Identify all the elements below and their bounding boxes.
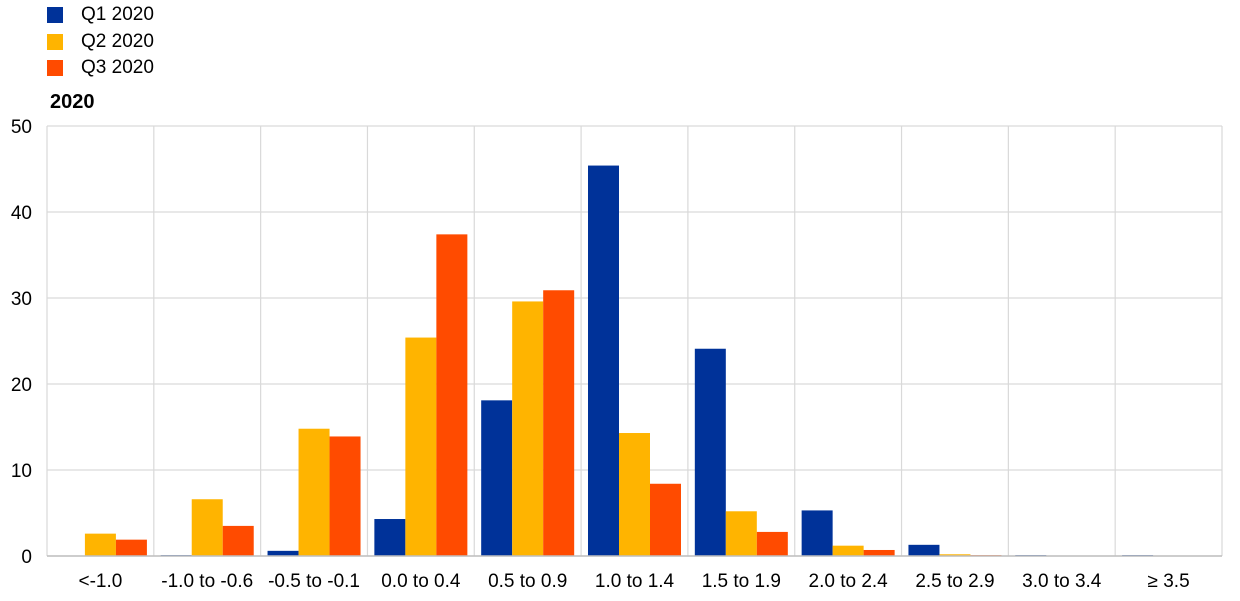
bar-2 (84, 533, 116, 556)
bar-2 (725, 511, 757, 556)
y-tick-label: 50 (11, 117, 32, 138)
bar-3 (863, 549, 895, 556)
bar-2 (191, 499, 223, 556)
x-tick-label: 2.0 to 2.4 (809, 571, 889, 592)
x-tick-label: -0.5 to -0.1 (268, 571, 360, 592)
y-tick-label: 0 (21, 547, 32, 568)
bar-3 (650, 483, 681, 556)
x-tick-label: 3.0 to 3.4 (1022, 571, 1102, 592)
bar-2 (512, 301, 544, 556)
bar-2 (405, 337, 437, 556)
legend-item-q2: Q2 2020 (47, 29, 154, 56)
bar-1 (374, 519, 406, 556)
x-tick-label: 0.5 to 0.9 (488, 571, 567, 592)
bar-1 (267, 550, 299, 556)
bar-2 (298, 428, 330, 556)
bar-3 (115, 539, 147, 556)
bar-3 (329, 436, 361, 556)
chart-title: 2020 (50, 91, 95, 113)
bar-3 (543, 290, 575, 556)
bar-1 (588, 165, 619, 556)
legend-label-q2: Q2 2020 (81, 30, 154, 52)
x-tick-label: 1.0 to 1.4 (595, 571, 675, 592)
x-tick-label: -1.0 to -0.6 (161, 571, 253, 592)
y-tick-label: 30 (11, 289, 32, 310)
x-tick-label: 2.5 to 2.9 (915, 571, 994, 592)
bar-3 (222, 525, 254, 556)
legend: Q1 2020 Q2 2020 Q3 2020 (47, 2, 154, 82)
bar-1 (908, 544, 940, 556)
y-tick-label: 10 (11, 461, 32, 482)
x-tick-label: ≥ 3.5 (1148, 571, 1190, 592)
x-tick-label: <-1.0 (78, 571, 122, 592)
bar-1 (694, 348, 726, 556)
bar-2 (832, 545, 864, 556)
bar-2 (619, 433, 650, 556)
bar-2 (939, 554, 971, 556)
bar-3 (756, 531, 788, 556)
y-tick-label: 20 (11, 375, 32, 396)
x-tick-label: 1.5 to 1.9 (702, 571, 781, 592)
legend-item-q3: Q3 2020 (47, 55, 154, 82)
bar-1 (481, 400, 513, 556)
legend-item-q1: Q1 2020 (47, 2, 154, 29)
legend-swatch-q1 (47, 7, 63, 24)
bar-3 (436, 234, 468, 557)
y-tick-label: 40 (11, 203, 32, 224)
legend-swatch-q3 (47, 60, 63, 77)
bar-1 (801, 510, 833, 556)
legend-label-q1: Q1 2020 (81, 4, 154, 26)
x-tick-label: 0.0 to 0.4 (381, 571, 461, 592)
legend-swatch-q2 (47, 33, 63, 50)
legend-label-q3: Q3 2020 (81, 57, 154, 79)
